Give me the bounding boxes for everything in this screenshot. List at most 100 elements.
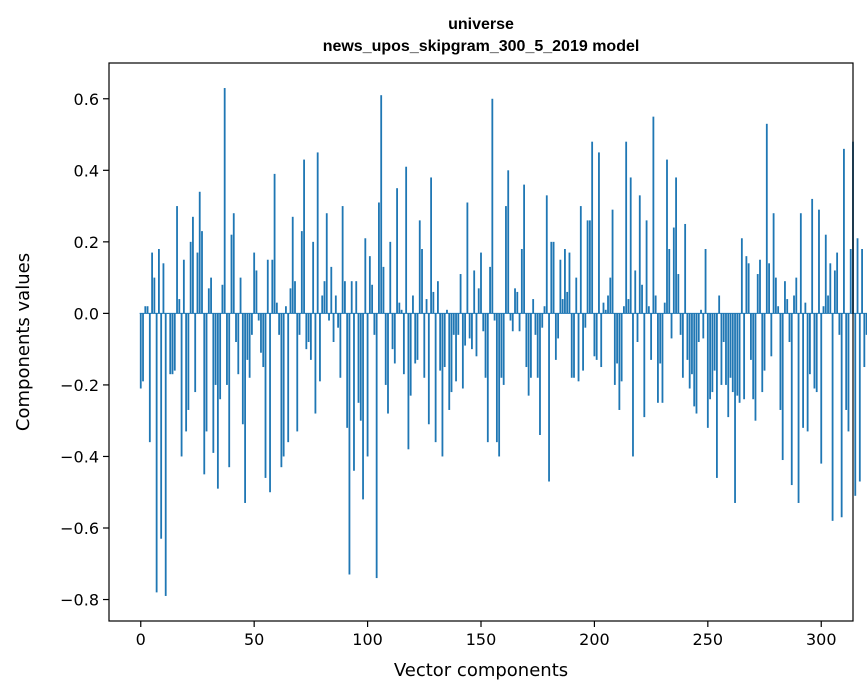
bar-5 — [151, 252, 153, 314]
bar-244 — [693, 313, 696, 407]
bar-41 — [232, 213, 235, 314]
bar-97 — [359, 313, 362, 421]
bars-group — [139, 88, 867, 596]
bar-124 — [421, 249, 423, 314]
bar-86 — [334, 295, 337, 314]
y-axis-ticks: −0.8 −0.6 −0.4 −0.2 0.0 0.2 0.4 0.6 — [60, 90, 109, 610]
bar-136 — [448, 313, 451, 410]
bar-210 — [616, 313, 618, 364]
bar-113 — [396, 188, 398, 314]
x-tick-label-250: 250 — [693, 630, 724, 649]
bar-69 — [296, 313, 299, 432]
bar-198 — [588, 220, 591, 314]
bar-37 — [223, 88, 226, 314]
bar-145 — [468, 313, 471, 339]
bar-159 — [500, 313, 503, 378]
bar-297 — [813, 313, 816, 389]
bar-132 — [439, 313, 442, 371]
bar-39 — [228, 313, 231, 468]
bar-21 — [187, 313, 190, 410]
bar-63 — [282, 313, 285, 457]
bar-75 — [309, 313, 312, 360]
bar-13 — [169, 313, 172, 375]
bar-238 — [679, 313, 682, 335]
bar-173 — [532, 299, 535, 314]
bar-139 — [455, 313, 457, 382]
bar-288 — [793, 295, 795, 314]
bar-283 — [781, 313, 784, 461]
bar-291 — [799, 213, 802, 314]
bar-103 — [373, 313, 376, 335]
bar-107 — [382, 266, 385, 314]
bar-15 — [173, 313, 176, 371]
bar-72 — [303, 159, 305, 314]
bar-42 — [235, 313, 237, 342]
bar-2 — [144, 306, 147, 314]
bar-282 — [779, 313, 782, 410]
bar-140 — [457, 313, 460, 335]
bar-202 — [598, 152, 600, 314]
bar-88 — [339, 313, 342, 378]
bar-133 — [441, 313, 444, 457]
bar-308 — [838, 313, 841, 335]
bar-239 — [681, 313, 684, 378]
bar-155 — [491, 98, 494, 314]
bar-40 — [230, 234, 233, 314]
bar-313 — [849, 249, 852, 314]
bar-204 — [602, 302, 605, 314]
bar-310 — [843, 148, 845, 314]
bar-265 — [740, 238, 743, 314]
bar-196 — [584, 313, 587, 328]
bar-229 — [659, 313, 662, 364]
bar-94 — [353, 313, 355, 471]
bar-221 — [641, 284, 643, 314]
bar-76 — [312, 241, 315, 314]
bar-73 — [305, 313, 308, 350]
bar-311 — [845, 313, 848, 410]
bar-242 — [688, 313, 691, 389]
bar-252 — [711, 313, 714, 393]
x-tick-label-100: 100 — [352, 630, 383, 649]
bar-175 — [536, 313, 539, 378]
bar-269 — [750, 313, 752, 360]
bar-301 — [822, 306, 825, 314]
bar-128 — [430, 177, 432, 314]
bar-191 — [573, 313, 575, 378]
bar-165 — [514, 288, 516, 314]
bar-46 — [244, 313, 246, 503]
bar-64 — [285, 306, 287, 314]
bar-162 — [507, 170, 510, 314]
bar-44 — [239, 277, 242, 314]
bar-152 — [484, 313, 487, 378]
bar-82 — [325, 213, 328, 314]
bar-93 — [350, 281, 353, 314]
bar-298 — [815, 313, 818, 393]
bar-208 — [611, 209, 614, 314]
bar-278 — [770, 313, 773, 357]
bar-304 — [829, 263, 832, 314]
bar-246 — [697, 313, 700, 342]
bar-192 — [575, 277, 578, 314]
bar-182 — [552, 241, 555, 314]
bar-270 — [752, 313, 755, 400]
x-tick-label-300: 300 — [806, 630, 837, 649]
bar-212 — [620, 313, 623, 382]
bar-8 — [158, 249, 160, 314]
bar-258 — [725, 313, 727, 385]
bar-178 — [543, 306, 546, 314]
bar-217 — [632, 313, 634, 457]
bar-163 — [509, 313, 512, 321]
bar-61 — [278, 313, 281, 335]
bar-223 — [645, 220, 648, 314]
bar-32 — [212, 313, 215, 453]
bar-111 — [391, 313, 394, 350]
bar-3 — [146, 306, 149, 314]
bar-168 — [520, 249, 523, 314]
bar-292 — [802, 313, 804, 428]
y-tick-label-6: 0.4 — [74, 161, 99, 180]
bar-91 — [346, 313, 349, 428]
bar-211 — [618, 313, 621, 410]
bar-118 — [407, 313, 410, 450]
bar-135 — [446, 309, 448, 314]
